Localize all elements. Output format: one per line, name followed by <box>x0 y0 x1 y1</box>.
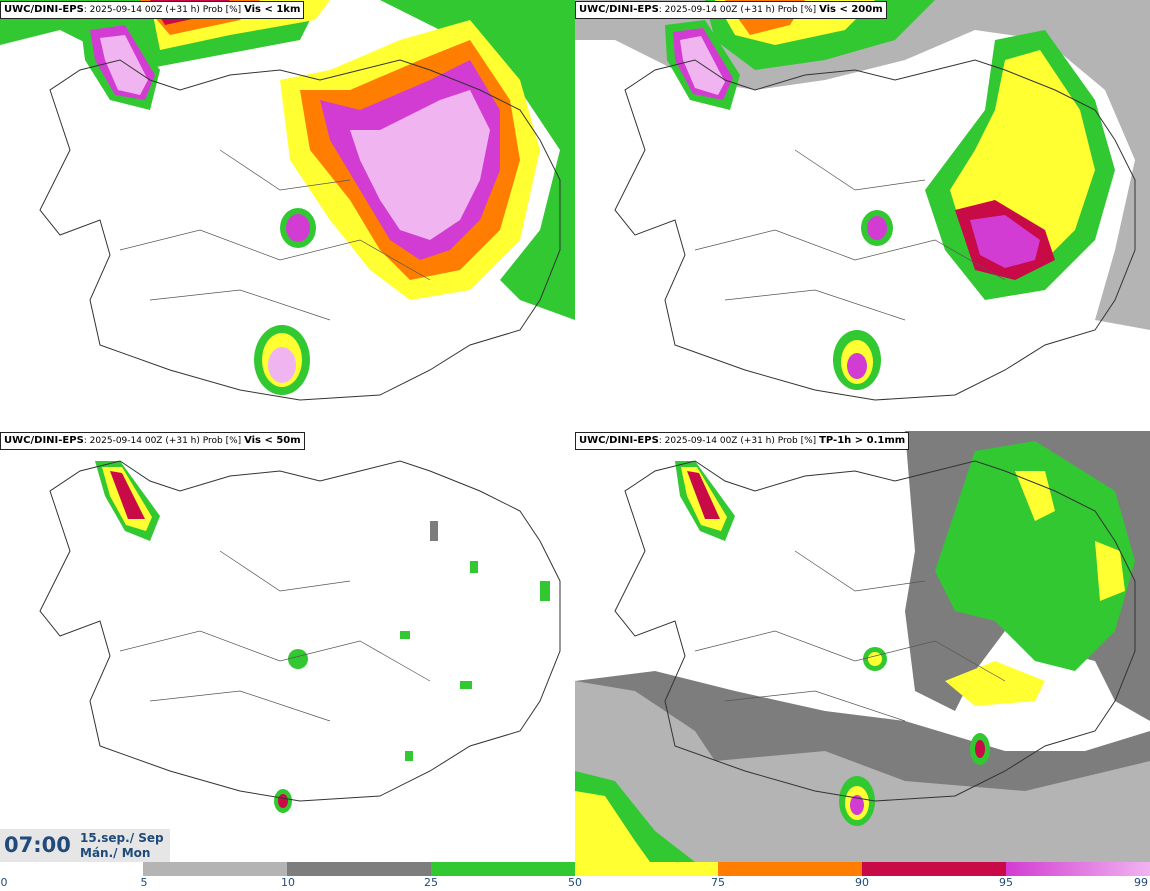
valid-day-label: Mán./ Mon <box>80 846 151 860</box>
iceland-map <box>0 0 575 401</box>
colorbar-seg <box>718 862 862 876</box>
colorbar-seg <box>431 862 575 876</box>
colorbar-seg <box>862 862 1006 876</box>
map-panel-precip: UWC/DINI-EPS: 2025-09-14 00Z (+31 h) Pro… <box>575 431 1150 862</box>
colorbar-seg <box>575 862 718 876</box>
colorbar-seg <box>287 862 431 876</box>
iceland-map <box>575 0 1150 401</box>
panel-header: UWC/DINI-EPS: 2025-09-14 00Z (+31 h) Pro… <box>0 1 305 19</box>
panel-header: UWC/DINI-EPS: 2025-09-14 00Z (+31 h) Pro… <box>0 432 305 450</box>
valid-time: 07:00 <box>4 833 71 857</box>
colorbar: 0 5 10 25 50 75 90 95 99 <box>0 862 1150 891</box>
panel-header: UWC/DINI-EPS: 2025-09-14 00Z (+31 h) Pro… <box>575 1 887 19</box>
map-panel-vis-200m: UWC/DINI-EPS: 2025-09-14 00Z (+31 h) Pro… <box>575 0 1150 431</box>
map-panel-vis-50m: UWC/DINI-EPS: 2025-09-14 00Z (+31 h) Pro… <box>0 431 575 862</box>
colorbar-seg <box>0 862 143 876</box>
colorbar-tick: 10 <box>281 876 295 889</box>
valid-time-box: 07:00 15.sep./ Sep Mán./ Mon <box>0 829 170 862</box>
iceland-map <box>39 460 561 813</box>
colorbar-tick: 75 <box>711 876 725 889</box>
colorbar-tick: 5 <box>140 876 148 889</box>
colorbar-tick: 95 <box>999 876 1013 889</box>
panel-header: UWC/DINI-EPS: 2025-09-14 00Z (+31 h) Pro… <box>575 432 910 450</box>
colorbar-tick: 99 <box>1134 876 1148 889</box>
colorbar-tick: 90 <box>855 876 869 889</box>
colorbar-tick: 25 <box>424 876 438 889</box>
colorbar-tick: 50 <box>568 876 582 889</box>
colorbar-tick: 0 <box>0 876 8 889</box>
map-panel-vis-1km: UWC/DINI-EPS: 2025-09-14 00Z (+31 h) Pro… <box>0 0 575 431</box>
colorbar-seg <box>1006 862 1150 876</box>
iceland-map <box>575 431 1150 862</box>
colorbar-seg <box>143 862 287 876</box>
valid-date: 15.sep./ Sep Mán./ Mon <box>80 831 164 861</box>
valid-date-label: 15.sep./ Sep <box>80 831 164 845</box>
